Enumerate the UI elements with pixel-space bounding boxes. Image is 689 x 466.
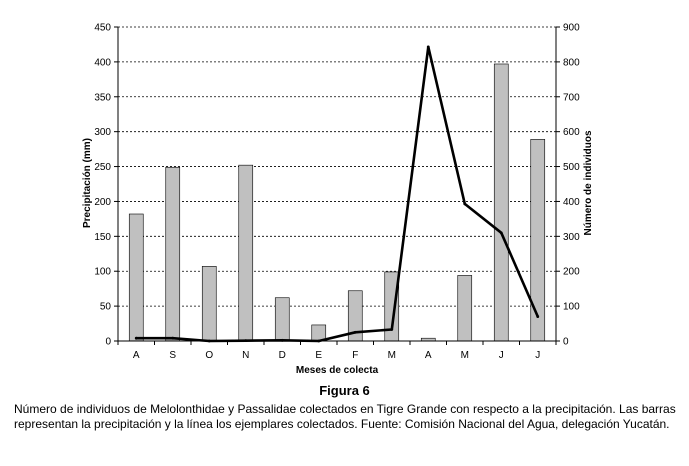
bar (493, 63, 509, 342)
line-point (244, 339, 248, 343)
figure-caption-text: Número de individuos de Melolonthidae y … (14, 402, 676, 431)
x-tick-label: D (279, 350, 286, 361)
bar (201, 266, 217, 342)
line-point (353, 330, 357, 334)
line-point (134, 336, 138, 340)
y-tick-label: 100 (94, 267, 111, 278)
x-tick-label: J (535, 350, 540, 361)
y2-axis-title: Número de individuos (583, 130, 594, 235)
y2-tick-label: 900 (563, 23, 580, 34)
line-point (463, 202, 467, 206)
y-axis-title: Precipitación (mm) (82, 138, 93, 228)
y-tick-label: 300 (94, 127, 111, 138)
y2-tick-label: 400 (563, 197, 580, 208)
tick-labels: 0 50 100 150 200 250 300 350 400 450 0 100 200 300 400… (94, 23, 580, 362)
bar (238, 164, 254, 342)
x-axis-title: Meses de colecta (296, 365, 379, 376)
y-tick-label: 50 (100, 302, 112, 313)
y2-tick-label: 800 (563, 57, 580, 68)
x-tick-label: A (425, 350, 432, 361)
y-tick-label: 400 (94, 57, 111, 68)
y2-tick-label: 100 (563, 302, 580, 313)
bar (165, 166, 181, 342)
x-tick-label: A (133, 350, 140, 361)
x-tick-label: S (169, 350, 176, 361)
y-tick-label: 150 (94, 232, 111, 243)
line-point (536, 315, 540, 318)
line-point (207, 339, 211, 343)
y2-tick-label: 0 (563, 337, 569, 348)
y-tick-label: 0 (105, 337, 111, 348)
x-tick-label: F (352, 350, 358, 361)
bar (457, 275, 473, 342)
bar-series-precipitation (128, 63, 546, 342)
line-point (426, 45, 430, 49)
axes (114, 26, 560, 345)
line-point (390, 328, 394, 331)
bar (128, 213, 144, 342)
y2-tick-label: 200 (563, 267, 580, 278)
x-tick-label: E (315, 350, 322, 361)
bar (530, 139, 546, 342)
combo-chart: 0 50 100 150 200 250 300 350 400 450 0 100 200 300 400… (82, 23, 594, 377)
line-point (317, 339, 321, 343)
line-point (499, 231, 503, 235)
y2-tick-label: 600 (563, 127, 580, 138)
x-tick-label: M (388, 350, 396, 361)
bar (274, 297, 290, 342)
line-series-path (136, 45, 539, 343)
figure-caption-title: Figura 6 (319, 383, 370, 398)
y-tick-label: 200 (94, 197, 111, 208)
x-tick-label: N (242, 350, 249, 361)
y2-tick-label: 300 (563, 232, 580, 243)
y2-tick-label: 700 (563, 92, 580, 103)
y2-tick-label: 500 (563, 162, 580, 173)
line-point (171, 336, 175, 340)
line-point (280, 338, 284, 342)
line-series-individuos (134, 45, 540, 343)
x-tick-label: O (205, 350, 213, 361)
y-tick-label: 450 (94, 23, 111, 34)
x-tick-label: J (499, 350, 504, 361)
y-tick-label: 250 (94, 162, 111, 173)
x-tick-label: M (461, 350, 469, 361)
gridlines (118, 26, 556, 307)
y-tick-label: 350 (94, 92, 111, 103)
